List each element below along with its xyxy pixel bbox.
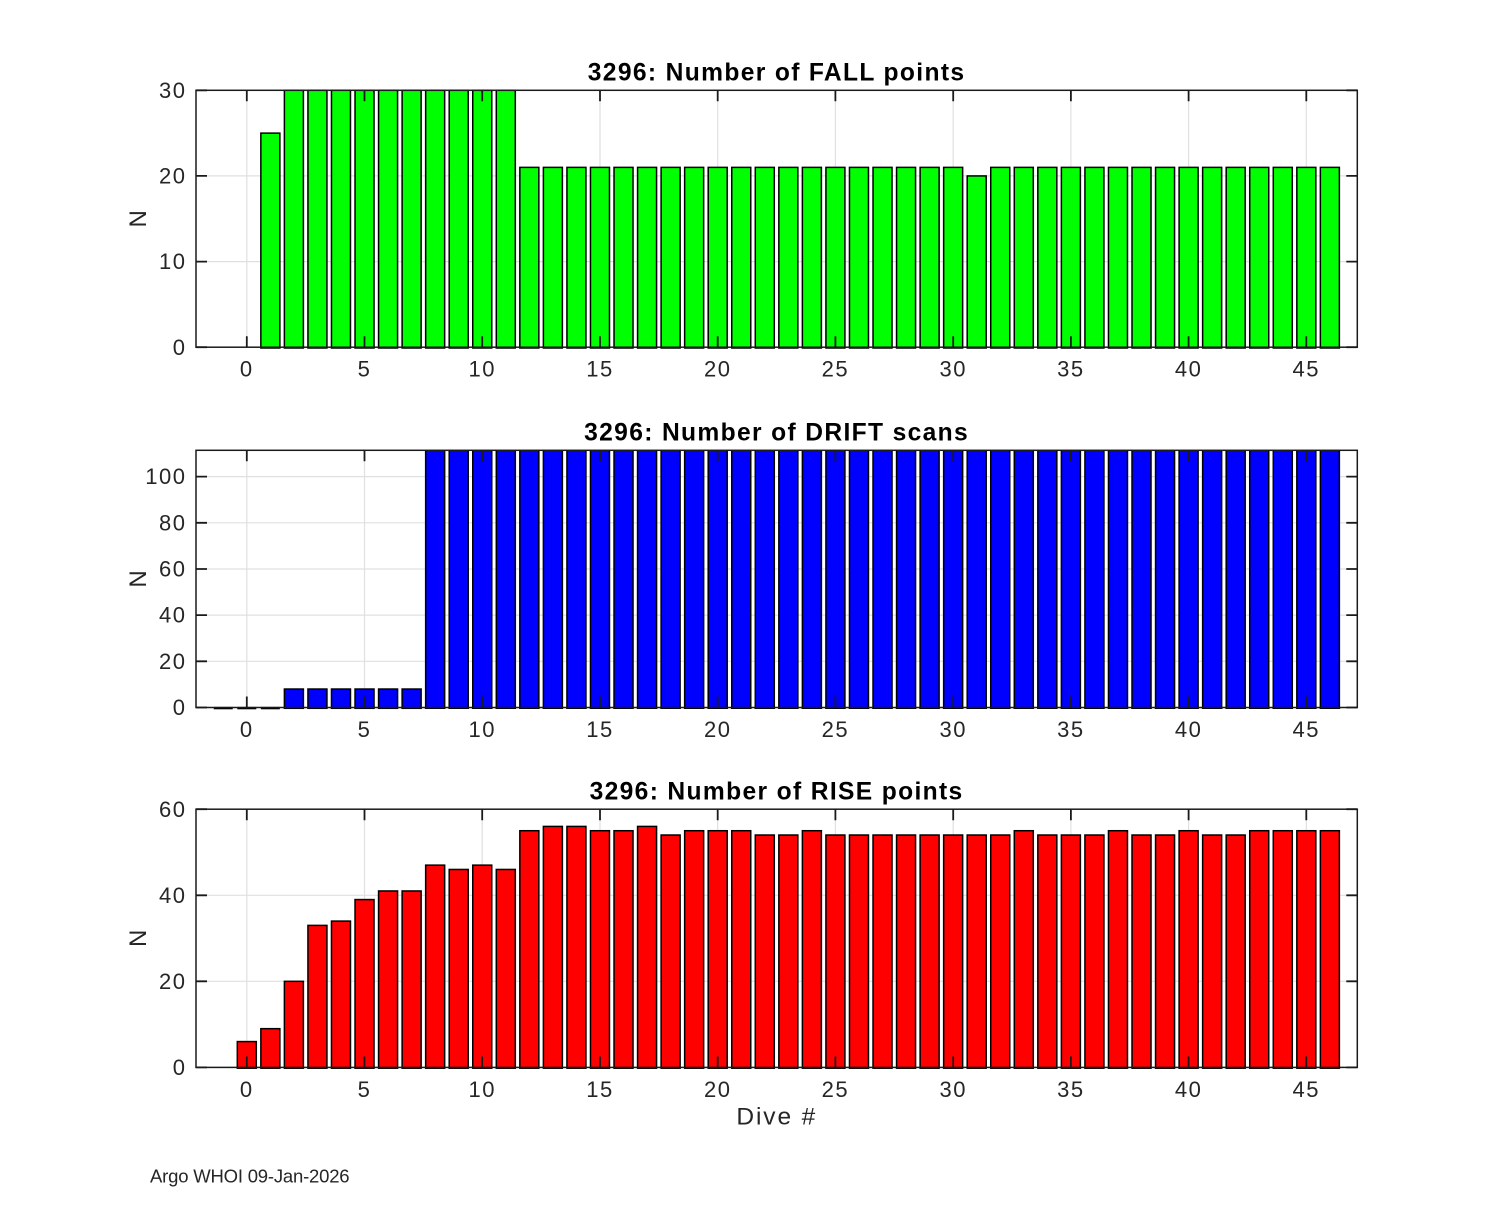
- svg-text:60: 60: [159, 797, 186, 822]
- svg-text:3296: Number of FALL points: 3296: Number of FALL points: [588, 60, 966, 87]
- svg-text:35: 35: [1057, 357, 1084, 382]
- svg-text:20: 20: [704, 1077, 731, 1102]
- svg-text:0: 0: [173, 1055, 187, 1080]
- svg-text:Argo WHOI 09-Jan-2026: Argo WHOI 09-Jan-2026: [150, 1165, 349, 1186]
- svg-text:20: 20: [704, 717, 731, 742]
- svg-text:30: 30: [939, 357, 966, 382]
- svg-text:0: 0: [240, 1077, 254, 1102]
- svg-text:5: 5: [358, 357, 372, 382]
- svg-text:40: 40: [159, 603, 186, 628]
- svg-text:3296: Number of DRIFT scans: 3296: Number of DRIFT scans: [584, 420, 969, 447]
- svg-text:35: 35: [1057, 1077, 1084, 1102]
- svg-text:100: 100: [145, 464, 186, 489]
- svg-text:0: 0: [240, 357, 254, 382]
- svg-text:35: 35: [1057, 717, 1084, 742]
- svg-text:45: 45: [1293, 1077, 1320, 1102]
- svg-text:40: 40: [1175, 717, 1202, 742]
- svg-text:20: 20: [159, 649, 186, 674]
- svg-text:N: N: [125, 210, 152, 227]
- svg-text:15: 15: [586, 717, 613, 742]
- svg-text:20: 20: [704, 357, 731, 382]
- svg-text:20: 20: [159, 164, 186, 189]
- svg-text:25: 25: [822, 717, 849, 742]
- svg-text:10: 10: [468, 357, 495, 382]
- svg-text:Dive #: Dive #: [736, 1104, 817, 1131]
- svg-text:40: 40: [159, 883, 186, 908]
- svg-text:15: 15: [586, 357, 613, 382]
- svg-text:60: 60: [159, 557, 186, 582]
- svg-text:25: 25: [822, 357, 849, 382]
- svg-text:0: 0: [173, 335, 187, 360]
- svg-text:80: 80: [159, 510, 186, 535]
- svg-text:10: 10: [468, 717, 495, 742]
- svg-text:30: 30: [939, 717, 966, 742]
- svg-text:3296: Number of RISE points: 3296: Number of RISE points: [590, 779, 964, 806]
- svg-text:45: 45: [1293, 717, 1320, 742]
- svg-text:15: 15: [586, 1077, 613, 1102]
- svg-text:10: 10: [468, 1077, 495, 1102]
- svg-text:40: 40: [1175, 1077, 1202, 1102]
- svg-text:25: 25: [822, 1077, 849, 1102]
- svg-text:N: N: [125, 570, 152, 587]
- svg-text:30: 30: [159, 78, 186, 103]
- svg-text:45: 45: [1293, 357, 1320, 382]
- svg-text:5: 5: [358, 717, 372, 742]
- svg-text:20: 20: [159, 969, 186, 994]
- svg-text:5: 5: [358, 1077, 372, 1102]
- svg-text:30: 30: [939, 1077, 966, 1102]
- svg-text:N: N: [125, 930, 152, 947]
- svg-text:0: 0: [240, 717, 254, 742]
- svg-text:0: 0: [173, 695, 187, 720]
- svg-text:10: 10: [159, 249, 186, 274]
- svg-text:40: 40: [1175, 357, 1202, 382]
